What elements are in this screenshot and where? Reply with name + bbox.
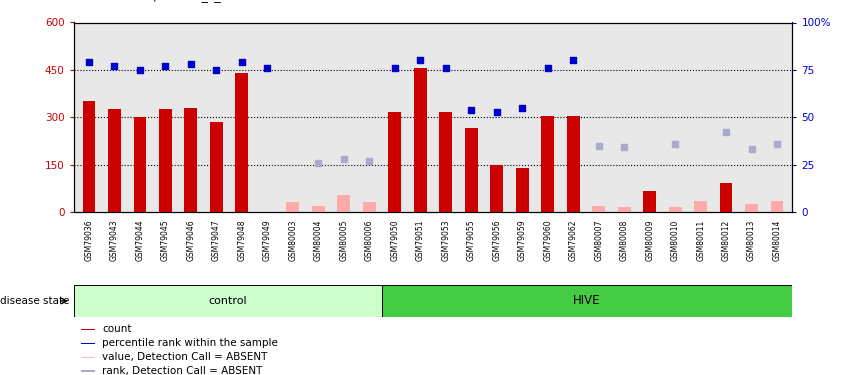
Bar [669,207,682,212]
Point [261,65,275,71]
Bar [81,357,95,358]
Point [184,61,197,67]
Bar [338,195,350,212]
Bar [287,202,299,212]
Bar [81,329,95,330]
Text: GSM80009: GSM80009 [645,219,654,261]
Bar [465,128,478,212]
Bar [695,201,707,212]
Point [107,63,121,69]
Text: GSM80006: GSM80006 [365,219,374,261]
Text: GSM79055: GSM79055 [467,219,475,261]
Point [566,57,580,63]
Point [413,57,427,63]
Text: count: count [102,324,132,334]
Bar [74,285,382,317]
Point [540,65,554,71]
Bar [133,117,146,212]
Text: GSM79056: GSM79056 [492,219,501,261]
Text: GSM80010: GSM80010 [670,219,680,261]
Point [669,141,682,147]
Text: GSM80008: GSM80008 [620,219,629,261]
Text: GSM79060: GSM79060 [543,219,553,261]
Text: GSM79062: GSM79062 [569,219,578,261]
Bar [363,202,376,212]
Bar [382,285,792,317]
Text: GSM80005: GSM80005 [339,219,348,261]
Bar [210,122,223,212]
Point [745,146,759,152]
Text: GSM79046: GSM79046 [186,219,196,261]
Bar [414,68,427,212]
Point [617,144,631,150]
Text: GSM80004: GSM80004 [313,219,323,261]
Bar [81,343,95,344]
Point [82,59,96,65]
Text: value, Detection Call = ABSENT: value, Detection Call = ABSENT [102,352,268,362]
Bar [541,116,554,212]
Bar [388,112,401,212]
Point [337,156,351,162]
Point [439,65,453,71]
Text: GSM79051: GSM79051 [416,219,424,261]
Text: GSM80003: GSM80003 [288,219,297,261]
Bar [746,204,758,212]
Point [210,67,223,73]
Bar [490,165,503,212]
Text: disease state: disease state [0,296,69,306]
Bar [643,191,656,212]
Text: GSM80013: GSM80013 [747,219,756,261]
Text: GSM79053: GSM79053 [442,219,450,261]
Text: GSM79059: GSM79059 [518,219,527,261]
Bar [771,201,784,212]
Point [770,141,784,147]
Bar [108,109,120,212]
Bar [312,206,325,212]
Bar [720,183,733,212]
Point [158,63,172,69]
Bar [82,101,95,212]
Bar [439,112,452,212]
Point [515,105,529,111]
Point [388,65,402,71]
Point [464,106,478,112]
Text: GSM79036: GSM79036 [84,219,94,261]
Text: GSM79043: GSM79043 [110,219,119,261]
Bar [81,370,95,372]
Text: control: control [209,296,247,306]
Text: GSM80007: GSM80007 [594,219,604,261]
Text: GSM79044: GSM79044 [135,219,145,261]
Bar [184,108,197,212]
Bar [159,109,171,212]
Point [312,160,326,166]
Bar [236,73,249,212]
Text: HIVE: HIVE [573,294,601,307]
Point [591,142,605,148]
Text: GSM80011: GSM80011 [696,219,705,261]
Bar [567,116,579,212]
Point [133,67,147,73]
Text: GSM79045: GSM79045 [161,219,170,261]
Text: GSM79049: GSM79049 [262,219,272,261]
Text: GSM79050: GSM79050 [391,219,399,261]
Text: rank, Detection Call = ABSENT: rank, Detection Call = ABSENT [102,366,262,375]
Point [719,129,733,135]
Text: GSM80012: GSM80012 [721,219,731,261]
Text: percentile rank within the sample: percentile rank within the sample [102,338,278,348]
Text: GDS1726 / 32146_s_at: GDS1726 / 32146_s_at [91,0,233,2]
Bar [617,207,630,212]
Point [235,59,249,65]
Bar [516,168,528,212]
Text: GSM79048: GSM79048 [237,219,246,261]
Text: GSM80014: GSM80014 [772,219,782,261]
Point [490,108,504,114]
Bar [592,206,605,212]
Point [362,158,376,164]
Text: GSM79047: GSM79047 [212,219,221,261]
